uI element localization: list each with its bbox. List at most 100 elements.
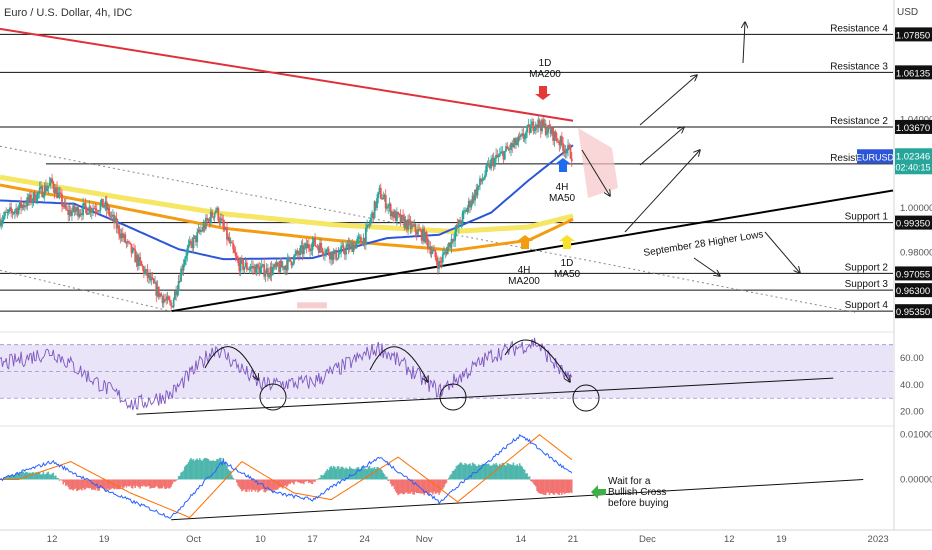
candle: [296, 250, 299, 255]
candle: [243, 266, 246, 270]
candle: [547, 125, 550, 133]
macd-histogram-bar: [197, 460, 200, 480]
time-axis-tick: Dec: [639, 534, 656, 545]
macd-histogram-bar: [202, 459, 205, 480]
macd-histogram-bar: [234, 479, 237, 480]
candle: [103, 206, 106, 208]
candle: [361, 241, 364, 246]
macd-histogram-bar: [71, 479, 73, 490]
candle: [245, 262, 248, 270]
candle: [165, 299, 168, 301]
macd-histogram-bar: [392, 479, 394, 486]
macd-histogram-bar: [90, 479, 93, 490]
macd-histogram-bar: [526, 473, 528, 480]
macd-histogram-bar: [472, 463, 475, 480]
candle: [79, 213, 82, 215]
candle: [270, 266, 273, 275]
macd-histogram-bar: [181, 471, 184, 480]
candle: [193, 235, 196, 238]
candle: [280, 261, 283, 268]
candle: [134, 249, 137, 263]
level-name: Support 1: [845, 212, 889, 223]
candle: [169, 299, 171, 303]
macd-histogram-bar: [130, 479, 133, 488]
macd-histogram-bar: [506, 462, 509, 480]
macd-histogram-bar: [110, 479, 113, 489]
macd-histogram-bar: [6, 476, 9, 480]
candle: [214, 210, 217, 213]
candle: [307, 244, 310, 249]
level-price-badge: [895, 215, 932, 230]
macd-histogram-bar: [461, 464, 464, 480]
macd-histogram-bar: [397, 479, 399, 496]
macd-histogram-bar: [406, 479, 408, 493]
candle: [501, 151, 504, 153]
candle: [175, 291, 178, 296]
macd-histogram-bar: [512, 462, 515, 480]
candle: [35, 201, 37, 203]
candle: [356, 238, 359, 243]
macd-histogram-bar: [270, 479, 273, 491]
macd-histogram-bar: [423, 479, 425, 496]
macd-histogram-bar: [103, 479, 105, 490]
candle: [208, 219, 211, 224]
macd-histogram-bar: [260, 479, 263, 490]
candle: [330, 251, 333, 260]
macd-histogram-bar: [388, 479, 391, 481]
macd-histogram-bar: [246, 479, 248, 492]
level-price-badge: [895, 119, 932, 134]
macd-histogram-bar: [417, 479, 419, 493]
candle: [455, 225, 458, 232]
candle: [537, 119, 540, 127]
ma50-1d-arrow: [559, 235, 575, 249]
candle: [342, 245, 345, 253]
macd-histogram-bar: [59, 479, 62, 480]
macd-histogram-bar: [330, 465, 332, 480]
macd-histogram-bar: [386, 476, 388, 480]
candle: [276, 262, 279, 267]
candle: [541, 119, 543, 132]
candle: [420, 230, 423, 241]
ma200-1d-line: [0, 27, 574, 122]
level-name: Support 2: [845, 262, 889, 273]
candle: [315, 245, 318, 247]
macd-histogram-bar: [357, 466, 360, 480]
candle: [121, 233, 124, 238]
macd-histogram-bar: [469, 463, 471, 480]
macd-histogram-bar: [351, 468, 354, 480]
candle: [358, 236, 361, 238]
macd-histogram-bar: [138, 479, 140, 488]
candle: [82, 203, 84, 216]
candle: [498, 153, 501, 156]
ma200-4h-label: MA200: [508, 276, 540, 287]
macd-histogram-bar: [375, 468, 377, 480]
macd-note-label: Wait for a: [608, 476, 651, 487]
macd-histogram-bar: [105, 479, 108, 491]
time-axis-tick: 17: [307, 534, 318, 545]
candle: [59, 192, 62, 195]
macd-histogram-bar: [239, 479, 242, 490]
candle: [68, 210, 71, 215]
macd-histogram-bar: [517, 465, 520, 480]
candle: [409, 220, 412, 230]
candle: [140, 261, 143, 266]
candle: [74, 210, 77, 212]
macd-histogram-bar: [162, 479, 165, 487]
candle: [44, 185, 47, 192]
macd-histogram-bar: [391, 479, 393, 487]
candle: [554, 131, 557, 138]
macd-histogram-bar: [501, 463, 504, 480]
candle: [435, 257, 438, 262]
candle: [144, 270, 147, 275]
candle: [186, 248, 189, 256]
candle: [31, 200, 34, 203]
macd-histogram-bar: [236, 479, 238, 483]
macd-histogram-bar: [459, 462, 461, 480]
candle: [492, 158, 495, 167]
candle: [27, 197, 30, 202]
candle: [64, 202, 67, 209]
candle: [92, 208, 94, 211]
macd-histogram-bar: [211, 460, 213, 480]
macd-histogram-bar: [441, 479, 444, 490]
